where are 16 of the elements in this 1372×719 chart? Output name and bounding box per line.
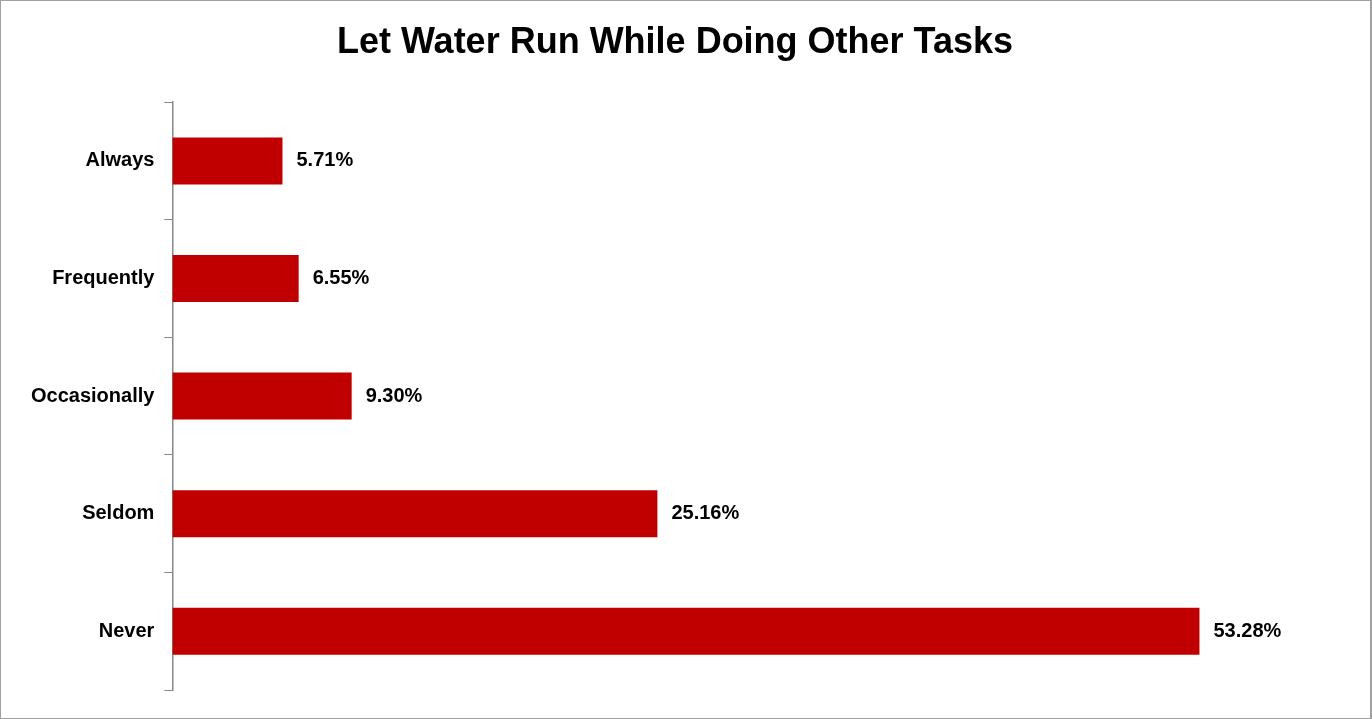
bar (172, 490, 658, 538)
bar (172, 372, 352, 420)
bar (172, 255, 299, 303)
y-tick-label: Occasionally (30, 383, 156, 406)
bar (172, 137, 283, 185)
data-label: 6.55% (312, 266, 370, 289)
chart-title: Let Water Run While Doing Other Tasks (336, 19, 1014, 61)
data-label: 25.16% (671, 501, 740, 524)
data-label: 9.30% (365, 383, 423, 406)
data-label: 5.71% (296, 148, 354, 171)
bar (172, 607, 1200, 655)
data-label: 53.28% (1213, 618, 1282, 641)
y-tick-label: Never (98, 618, 155, 641)
y-tick-label: Frequently (52, 266, 156, 289)
y-tick-label: Always (85, 148, 155, 171)
y-tick-label: Seldom (82, 501, 155, 524)
